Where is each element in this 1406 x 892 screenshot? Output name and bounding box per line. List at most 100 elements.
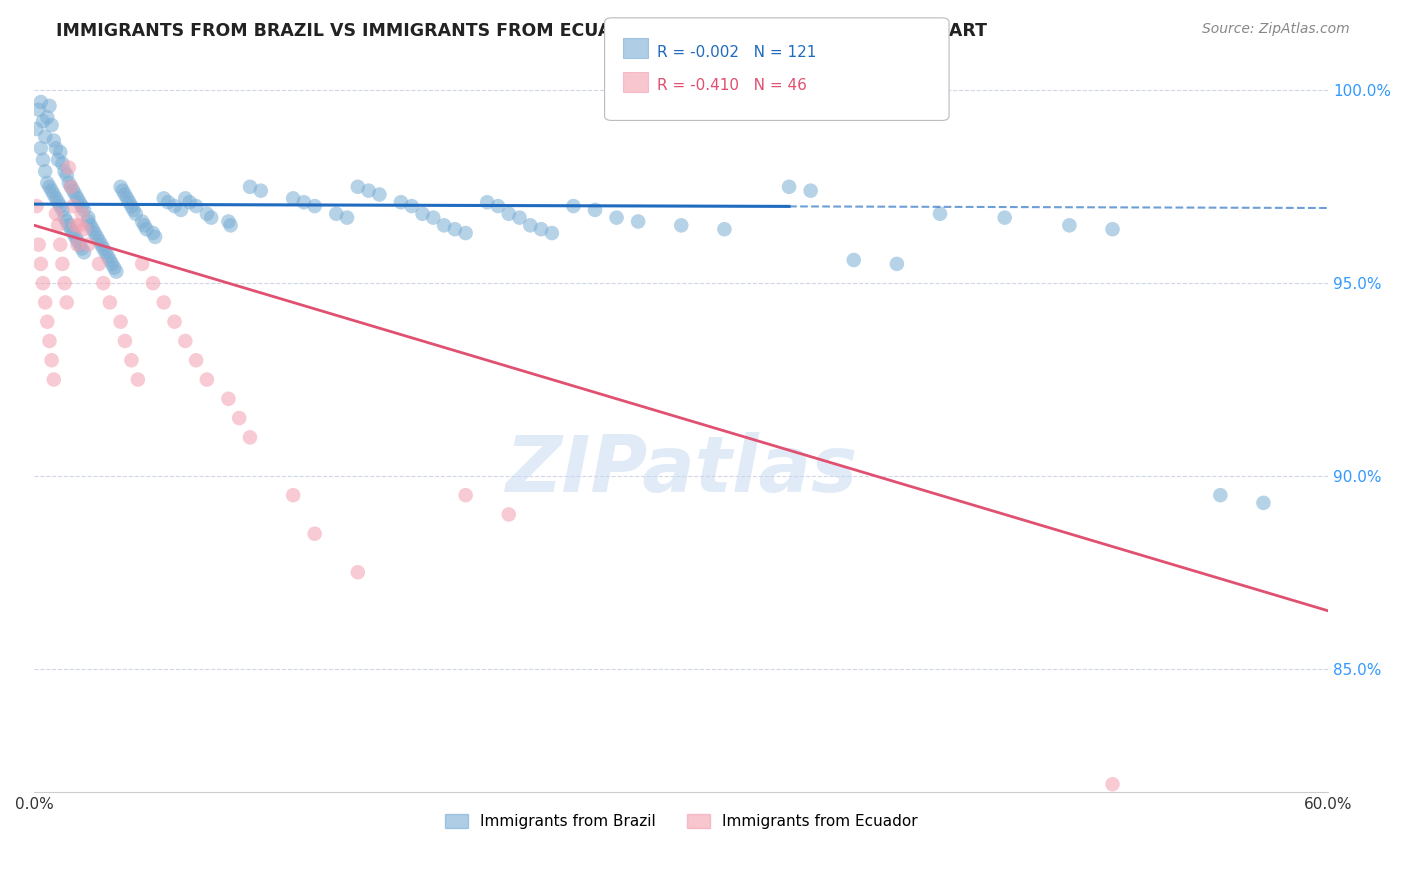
- Point: [86, 230, 108, 244]
- Point: [422, 211, 444, 225]
- Legend: Immigrants from Brazil, Immigrants from Ecuador: Immigrants from Brazil, Immigrants from …: [439, 808, 924, 836]
- Point: [79, 219, 101, 233]
- Point: [42, 134, 65, 148]
- Point: [929, 207, 952, 221]
- Point: [713, 222, 735, 236]
- Point: [498, 207, 520, 221]
- Point: [412, 207, 434, 221]
- Point: [73, 202, 96, 217]
- Point: [65, 219, 87, 233]
- Point: [77, 214, 100, 228]
- Point: [174, 191, 197, 205]
- Point: [249, 184, 271, 198]
- Point: [110, 315, 132, 329]
- Point: [389, 195, 412, 210]
- Point: [34, 164, 56, 178]
- Point: [486, 199, 509, 213]
- Point: [304, 199, 326, 213]
- Text: R = -0.002   N = 121: R = -0.002 N = 121: [657, 45, 815, 60]
- Point: [60, 179, 83, 194]
- Point: [42, 372, 65, 386]
- Point: [28, 103, 51, 117]
- Point: [115, 191, 138, 205]
- Point: [778, 179, 800, 194]
- Point: [125, 207, 148, 221]
- Text: IMMIGRANTS FROM BRAZIL VS IMMIGRANTS FROM ECUADOR 7TH GRADE CORRELATION CHART: IMMIGRANTS FROM BRAZIL VS IMMIGRANTS FRO…: [56, 22, 987, 40]
- Point: [65, 187, 87, 202]
- Point: [152, 295, 174, 310]
- Point: [41, 118, 63, 132]
- Point: [55, 214, 77, 228]
- Point: [38, 334, 60, 348]
- Point: [37, 176, 59, 190]
- Point: [184, 199, 207, 213]
- Point: [65, 230, 87, 244]
- Point: [70, 242, 93, 256]
- Point: [37, 315, 59, 329]
- Point: [120, 353, 142, 368]
- Point: [606, 211, 628, 225]
- Point: [122, 202, 145, 217]
- Point: [346, 179, 368, 194]
- Point: [60, 222, 83, 236]
- Point: [98, 253, 121, 268]
- Point: [97, 249, 120, 263]
- Point: [357, 184, 380, 198]
- Point: [90, 237, 112, 252]
- Point: [842, 253, 865, 268]
- Point: [94, 245, 117, 260]
- Point: [886, 257, 908, 271]
- Point: [53, 211, 76, 225]
- Point: [25, 122, 48, 136]
- Point: [83, 226, 105, 240]
- Point: [454, 488, 477, 502]
- Point: [131, 214, 153, 228]
- Point: [46, 153, 69, 167]
- Point: [994, 211, 1017, 225]
- Point: [66, 237, 89, 252]
- Point: [101, 257, 124, 271]
- Point: [195, 207, 218, 221]
- Point: [25, 199, 48, 213]
- Point: [46, 219, 69, 233]
- Point: [60, 179, 83, 194]
- Point: [143, 230, 166, 244]
- Point: [105, 264, 128, 278]
- Point: [111, 184, 134, 198]
- Point: [336, 211, 359, 225]
- Text: R = -0.410   N = 46: R = -0.410 N = 46: [657, 78, 807, 94]
- Point: [53, 276, 76, 290]
- Point: [45, 141, 67, 155]
- Point: [1209, 488, 1232, 502]
- Point: [77, 237, 100, 252]
- Point: [239, 430, 262, 444]
- Text: Source: ZipAtlas.com: Source: ZipAtlas.com: [1202, 22, 1350, 37]
- Point: [134, 219, 156, 233]
- Point: [477, 195, 499, 210]
- Point: [401, 199, 423, 213]
- Point: [1101, 222, 1123, 236]
- Point: [98, 295, 121, 310]
- Point: [131, 257, 153, 271]
- Point: [93, 242, 115, 256]
- Point: [34, 295, 56, 310]
- Point: [28, 237, 51, 252]
- Point: [281, 191, 304, 205]
- Point: [30, 141, 52, 155]
- Point: [51, 257, 73, 271]
- Point: [135, 222, 157, 236]
- Point: [114, 187, 136, 202]
- Point: [66, 191, 89, 205]
- Point: [45, 207, 67, 221]
- Point: [49, 199, 72, 213]
- Point: [346, 566, 368, 580]
- Point: [58, 161, 80, 175]
- Point: [87, 234, 110, 248]
- Point: [87, 257, 110, 271]
- Point: [127, 372, 149, 386]
- Point: [110, 179, 132, 194]
- Point: [120, 199, 142, 213]
- Point: [41, 184, 63, 198]
- Point: [82, 222, 104, 236]
- Point: [30, 95, 52, 109]
